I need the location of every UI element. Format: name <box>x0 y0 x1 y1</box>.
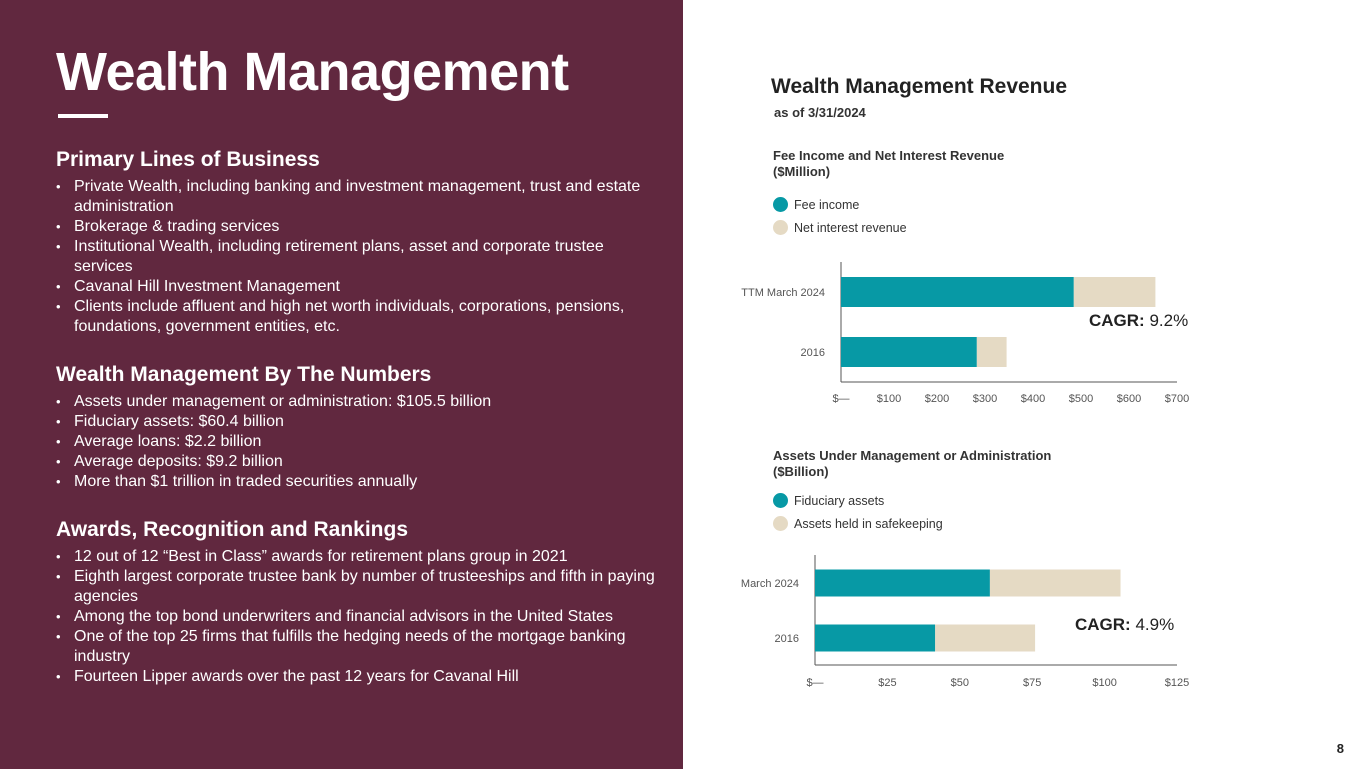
chart1-legend: Fee income Net interest revenue <box>773 193 907 239</box>
cagr-label: CAGR: <box>1089 311 1145 330</box>
bullet-list: Private Wealth, including banking and in… <box>56 177 656 337</box>
bullet-item: 12 out of 12 “Best in Class” awards for … <box>56 547 656 567</box>
bar-secondary <box>1073 277 1156 307</box>
legend-label: Fiduciary assets <box>794 493 885 508</box>
bullet-item: Eighth largest corporate trustee bank by… <box>56 567 656 607</box>
bar-primary <box>815 624 936 652</box>
bullet-item: Average loans: $2.2 billion <box>56 432 656 452</box>
bullet-item: Among the top bond underwriters and fina… <box>56 607 656 627</box>
cagr-value: 9.2% <box>1149 311 1189 330</box>
title-underline <box>58 114 108 118</box>
x-tick-label: $400 <box>1021 393 1045 405</box>
left-panel: Wealth Management Primary Lines of Busin… <box>0 0 683 769</box>
category-label: TTM March 2024 <box>741 287 825 299</box>
bullet-item: Private Wealth, including banking and in… <box>56 177 656 217</box>
chart2-cagr: CAGR: 4.9% <box>1075 615 1174 635</box>
bar-primary <box>815 569 990 597</box>
section-heading: Primary Lines of Business <box>56 148 320 171</box>
bullet-item: Assets under management or administratio… <box>56 392 656 412</box>
page-title: Wealth Management <box>56 42 569 102</box>
section-primary-lines: Primary Lines of Business Private Wealth… <box>56 147 656 337</box>
cagr-label: CAGR: <box>1075 615 1131 634</box>
legend-swatch-beige <box>773 220 788 235</box>
legend-swatch-beige <box>773 516 788 531</box>
bullet-item: Average deposits: $9.2 billion <box>56 452 656 472</box>
x-tick-label: $50 <box>951 677 969 689</box>
bar-secondary <box>976 337 1007 367</box>
revenue-title: Wealth Management Revenue <box>771 75 1068 98</box>
x-tick-label: $300 <box>973 393 997 405</box>
legend-item-net-interest: Net interest revenue <box>773 216 907 239</box>
bullet-item: Clients include affluent and high net wo… <box>56 297 656 337</box>
x-tick-label: $500 <box>1069 393 1093 405</box>
bar-secondary <box>935 624 1036 652</box>
legend-item-fee-income: Fee income <box>773 193 907 216</box>
section-heading: Wealth Management By The Numbers <box>56 363 432 386</box>
category-label: 2016 <box>801 347 825 359</box>
x-tick-label: $75 <box>1023 677 1041 689</box>
chart2-legend: Fiduciary assets Assets held in safekeep… <box>773 489 943 535</box>
bullet-list: 12 out of 12 “Best in Class” awards for … <box>56 547 656 687</box>
legend-swatch-teal <box>773 197 788 212</box>
chart1-cagr: CAGR: 9.2% <box>1089 311 1188 331</box>
revenue-subtitle: as of 3/31/2024 <box>774 105 866 120</box>
x-tick-label: $600 <box>1117 393 1141 405</box>
x-tick-label: $— <box>832 393 849 405</box>
legend-item-safekeeping: Assets held in safekeeping <box>773 512 943 535</box>
chart1-svg: TTM March 2024 2016 $— $100 $200 $300 $400 $500… <box>741 262 1189 405</box>
x-tick-label: $— <box>806 677 823 689</box>
bullet-item: Institutional Wealth, including retireme… <box>56 237 656 277</box>
chart1-title: Fee Income and Net Interest Revenue ($Mi… <box>773 148 1004 180</box>
page-number: 8 <box>1336 741 1344 756</box>
section-awards: Awards, Recognition and Rankings 12 out … <box>56 517 656 687</box>
x-tick-label: $100 <box>1092 677 1116 689</box>
bullet-item: Brokerage & trading services <box>56 217 656 237</box>
chart2-title-line1: Assets Under Management or Administratio… <box>773 448 1052 463</box>
category-label: March 2024 <box>741 578 799 590</box>
chart1-title-line2: ($Million) <box>773 164 831 179</box>
bar-primary <box>841 337 977 367</box>
bullet-item: More than $1 trillion in traded securiti… <box>56 472 656 492</box>
x-tick-label: $200 <box>925 393 949 405</box>
bullet-item: Fourteen Lipper awards over the past 12 … <box>56 667 656 687</box>
bullet-item: One of the top 25 firms that fulfills th… <box>56 627 656 667</box>
chart2-title: Assets Under Management or Administratio… <box>773 448 1051 480</box>
bullet-list: Assets under management or administratio… <box>56 392 656 492</box>
chart2-svg: March 2024 2016 $— $25 $50 $75 $100 $125 <box>741 555 1189 689</box>
legend-label: Net interest revenue <box>794 220 907 235</box>
bar-secondary <box>989 569 1121 597</box>
chart2-title-line2: ($Billion) <box>773 464 829 479</box>
cagr-value: 4.9% <box>1135 615 1175 634</box>
legend-label: Assets held in safekeeping <box>794 516 943 531</box>
bar-primary <box>841 277 1074 307</box>
x-tick-label: $100 <box>877 393 901 405</box>
chart1-title-line1: Fee Income and Net Interest Revenue <box>773 148 1005 163</box>
legend-item-fiduciary: Fiduciary assets <box>773 489 943 512</box>
legend-label: Fee income <box>794 197 860 212</box>
x-tick-label: $125 <box>1165 677 1189 689</box>
section-by-the-numbers: Wealth Management By The Numbers Assets … <box>56 362 656 492</box>
x-tick-label: $25 <box>878 677 896 689</box>
category-label: 2016 <box>775 633 799 645</box>
bullet-item: Cavanal Hill Investment Management <box>56 277 656 297</box>
right-panel: Wealth Management Revenue as of 3/31/202… <box>683 0 1365 769</box>
legend-swatch-teal <box>773 493 788 508</box>
bullet-item: Fiduciary assets: $60.4 billion <box>56 412 656 432</box>
x-tick-label: $700 <box>1165 393 1189 405</box>
section-heading: Awards, Recognition and Rankings <box>56 518 408 541</box>
